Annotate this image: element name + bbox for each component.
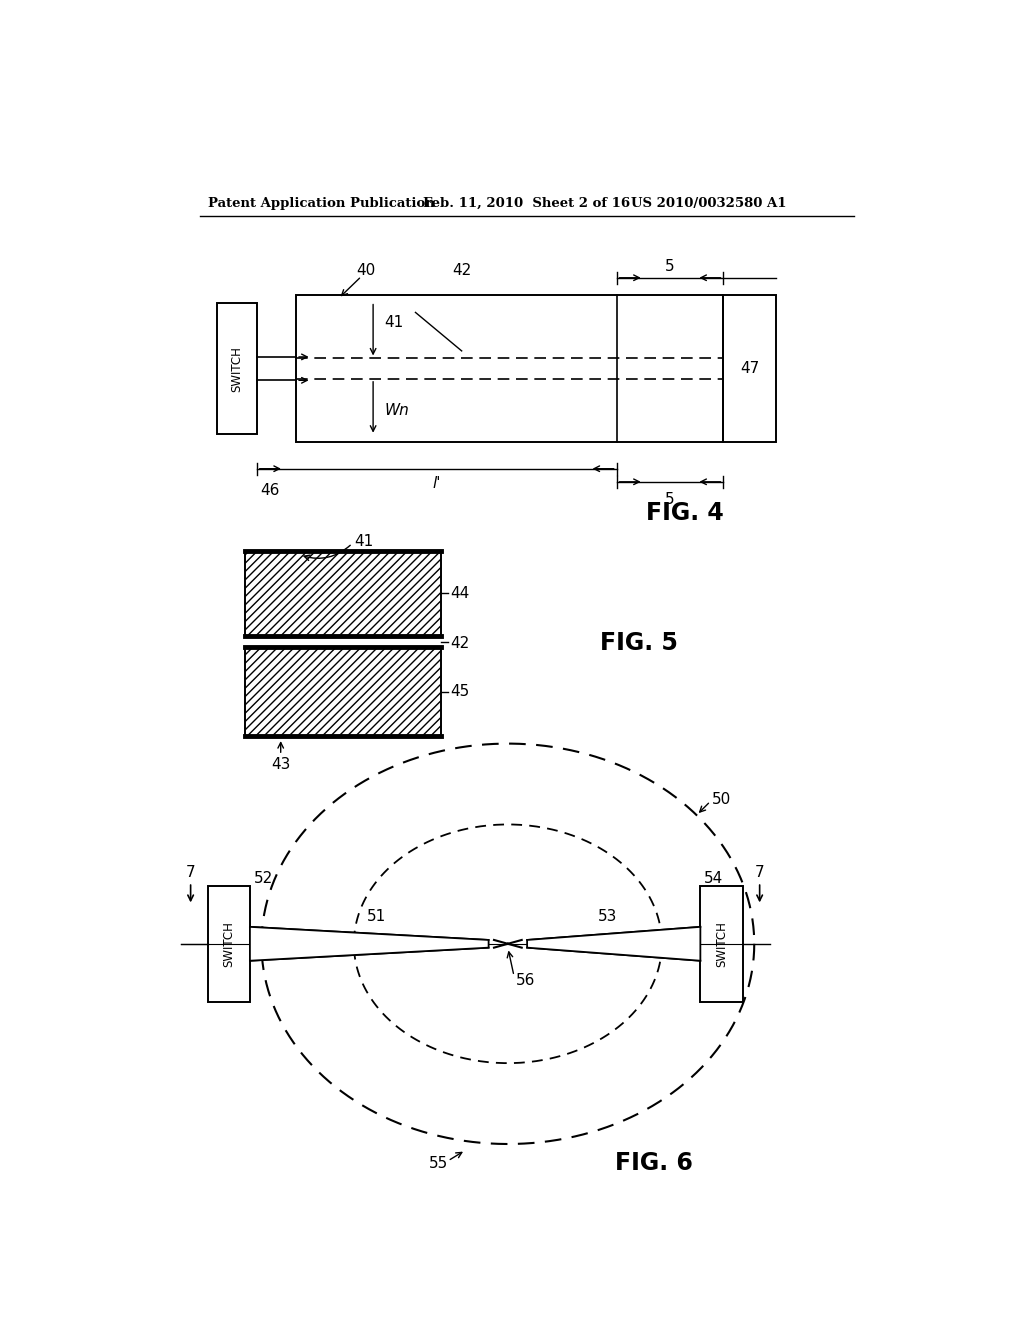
Text: 41: 41 [354,535,373,549]
Polygon shape [527,927,700,961]
Text: 51: 51 [368,909,387,924]
Text: 44: 44 [451,586,469,601]
Bar [245,647,441,737]
Text: 5: 5 [666,492,675,507]
Text: 42: 42 [452,263,471,277]
Text: 50: 50 [712,792,731,808]
Text: Wn: Wn [385,404,410,418]
Text: 5: 5 [666,260,675,275]
Bar [724,296,776,442]
Bar [208,886,250,1002]
Text: 56: 56 [515,973,535,989]
Bar [296,296,724,442]
Text: FIG. 4: FIG. 4 [646,500,724,524]
Bar [245,552,441,636]
Text: 47: 47 [740,362,759,376]
Text: Feb. 11, 2010  Sheet 2 of 16: Feb. 11, 2010 Sheet 2 of 16 [423,197,631,210]
Text: Patent Application Publication: Patent Application Publication [208,197,434,210]
Text: 42: 42 [451,636,469,651]
Text: 54: 54 [705,871,724,886]
Bar [700,886,742,1002]
Text: SWITCH: SWITCH [230,346,244,392]
Text: 45: 45 [451,684,469,700]
Text: l': l' [432,477,441,491]
Text: 52: 52 [254,871,273,886]
Text: 43: 43 [271,758,291,772]
Text: SWITCH: SWITCH [222,921,236,966]
Text: FIG. 5: FIG. 5 [600,631,678,656]
Text: 7: 7 [755,865,765,879]
Text: 46: 46 [261,483,281,498]
Text: 7: 7 [185,865,196,879]
Text: US 2010/0032580 A1: US 2010/0032580 A1 [631,197,786,210]
Text: FIG. 6: FIG. 6 [615,1151,693,1175]
Text: SWITCH: SWITCH [715,921,728,966]
Text: 40: 40 [355,263,375,277]
Text: 55: 55 [429,1156,449,1171]
Text: 41: 41 [385,315,403,330]
Bar [217,304,257,434]
Text: 53: 53 [598,909,617,924]
Polygon shape [250,927,488,961]
